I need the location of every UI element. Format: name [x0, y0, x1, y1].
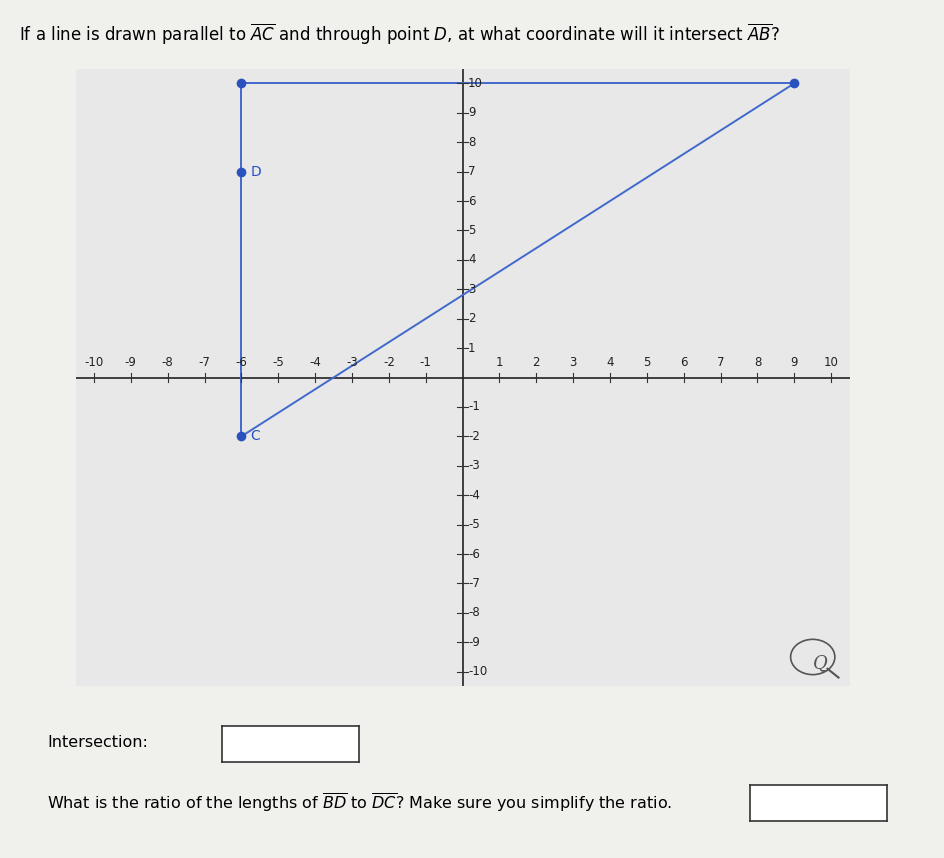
Text: -1: -1 [468, 401, 480, 414]
Text: Intersection:: Intersection: [47, 734, 148, 750]
Text: 3: 3 [569, 356, 577, 369]
Text: 1: 1 [468, 341, 476, 354]
Text: -8: -8 [161, 356, 174, 369]
Text: -3: -3 [468, 459, 480, 472]
Text: D: D [250, 165, 261, 178]
Text: 6: 6 [468, 195, 476, 208]
Text: 2: 2 [532, 356, 540, 369]
Text: 9: 9 [468, 106, 476, 119]
Text: -7: -7 [198, 356, 211, 369]
Text: -9: -9 [125, 356, 137, 369]
Text: 9: 9 [790, 356, 798, 369]
Text: 10: 10 [468, 77, 483, 90]
Text: 2: 2 [468, 312, 476, 325]
Text: C: C [250, 429, 261, 444]
Text: -8: -8 [468, 607, 480, 619]
Text: 6: 6 [680, 356, 687, 369]
Text: -6: -6 [235, 356, 247, 369]
Text: -5: -5 [468, 518, 480, 531]
Text: -5: -5 [273, 356, 284, 369]
Text: 10: 10 [824, 356, 838, 369]
Text: 5: 5 [643, 356, 650, 369]
Text: -4: -4 [310, 356, 321, 369]
Text: -3: -3 [346, 356, 358, 369]
Text: -4: -4 [468, 489, 480, 502]
Text: If a line is drawn parallel to $\overline{AC}$ and through point $D$, at what co: If a line is drawn parallel to $\overlin… [19, 21, 780, 46]
Text: 4: 4 [468, 253, 476, 266]
Text: -2: -2 [383, 356, 395, 369]
Text: 3: 3 [468, 283, 476, 296]
Text: 7: 7 [468, 165, 476, 178]
Text: -10: -10 [468, 665, 487, 678]
Text: 5: 5 [468, 224, 476, 237]
Text: -9: -9 [468, 636, 480, 649]
Text: 8: 8 [468, 136, 476, 148]
Text: -6: -6 [468, 547, 480, 560]
Text: -10: -10 [84, 356, 104, 369]
Text: 8: 8 [753, 356, 761, 369]
Text: Q: Q [813, 654, 828, 672]
Text: -1: -1 [420, 356, 431, 369]
Text: 4: 4 [606, 356, 614, 369]
Text: 1: 1 [496, 356, 503, 369]
Text: -2: -2 [468, 430, 480, 443]
Text: 7: 7 [716, 356, 724, 369]
Text: -7: -7 [468, 577, 480, 590]
Text: What is the ratio of the lengths of $\overline{BD}$ to $\overline{DC}$? Make sur: What is the ratio of the lengths of $\ov… [47, 791, 672, 813]
